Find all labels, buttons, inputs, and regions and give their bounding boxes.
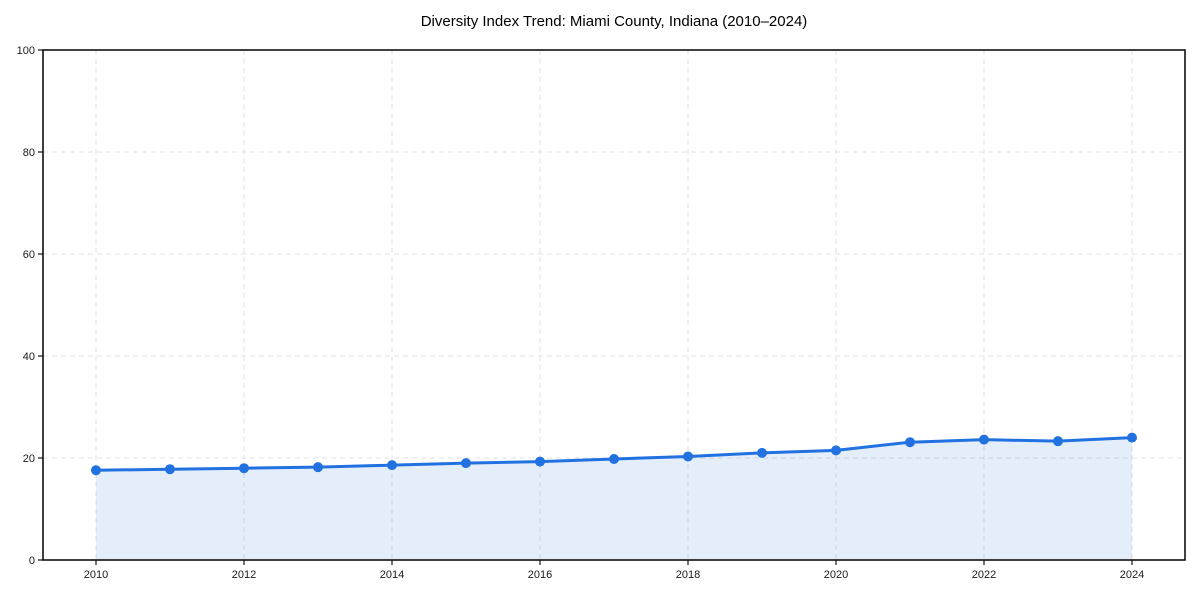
data-point bbox=[461, 458, 471, 469]
data-point bbox=[1053, 436, 1063, 447]
y-tick-label: 20 bbox=[23, 453, 35, 465]
data-point bbox=[387, 460, 397, 471]
x-tick-label: 2012 bbox=[232, 569, 256, 581]
data-point bbox=[831, 445, 841, 456]
data-point bbox=[239, 463, 249, 474]
data-point bbox=[535, 456, 545, 467]
data-point bbox=[905, 437, 915, 448]
x-tick-label: 2024 bbox=[1120, 569, 1144, 581]
chart-title: Diversity Index Trend: Miami County, Ind… bbox=[420, 13, 808, 30]
y-tick-label: 80 bbox=[23, 147, 35, 159]
data-point bbox=[609, 454, 619, 465]
y-tick-label: 60 bbox=[23, 249, 35, 261]
data-point bbox=[165, 464, 175, 475]
x-tick-label: 2016 bbox=[528, 569, 552, 581]
y-tick-label: 100 bbox=[17, 45, 35, 57]
y-tick-label: 40 bbox=[23, 351, 35, 363]
plot-area bbox=[43, 50, 1185, 560]
data-point bbox=[757, 447, 767, 458]
data-point bbox=[1127, 432, 1137, 443]
data-point bbox=[313, 462, 323, 473]
data-point bbox=[979, 434, 989, 445]
plot-border bbox=[42, 49, 1186, 561]
x-tick-label: 2022 bbox=[972, 569, 996, 581]
x-tick-label: 2014 bbox=[380, 569, 404, 581]
x-tick-label: 2018 bbox=[676, 569, 700, 581]
area-fill bbox=[96, 437, 1132, 560]
data-point bbox=[683, 451, 693, 462]
data-point bbox=[91, 465, 101, 476]
x-tick-label: 2020 bbox=[824, 569, 848, 581]
y-tick-label: 0 bbox=[29, 555, 35, 567]
x-tick-label: 2010 bbox=[84, 569, 108, 581]
